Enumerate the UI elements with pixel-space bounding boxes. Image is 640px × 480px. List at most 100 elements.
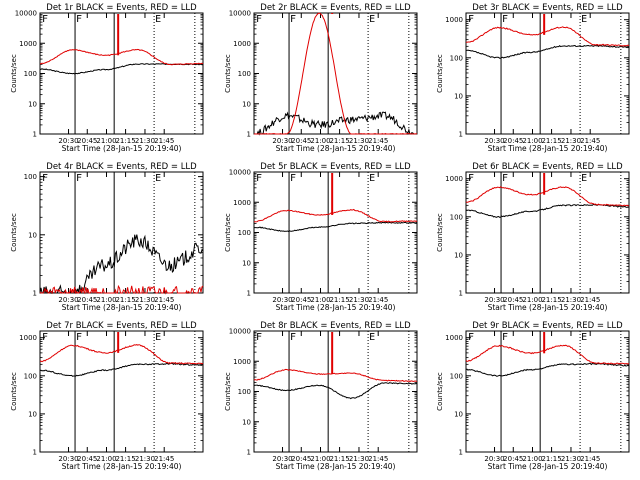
marker-label-F: F [502,173,508,184]
y-tick-label: 1000 [233,199,251,207]
x-tick-label: 21:30 [561,137,581,145]
y-tick-label: 1000 [19,40,37,48]
x-tick-label: 21:15 [329,137,349,145]
chart-title: Det 4r BLACK = Events, RED = LLD [46,162,197,172]
x-tick-label: 21:00 [96,455,116,463]
x-tick-label: 21:15 [541,137,561,145]
y-tick-label: 10 [242,418,251,426]
x-tick-label: 21:15 [541,296,561,304]
y-tick-label: 10 [242,259,251,267]
series-line-events [253,382,418,400]
y-tick-label: 10 [28,410,37,418]
x-tick-label: 20:45 [291,296,311,304]
y-tick-label: 100 [450,372,463,380]
x-tick-label: 21:15 [115,137,135,145]
x-tick-label: 20:30 [272,137,292,145]
x-tick-label: 20:30 [272,296,292,304]
marker-label-F: F [42,173,48,184]
series-line-events [465,44,630,59]
y-tick-label: 10 [454,251,463,259]
y-tick-label: 100 [450,213,463,221]
marker-label-F: F [76,14,82,25]
x-tick-label: 20:45 [291,137,311,145]
chart-title: Det 3r BLACK = Events, RED = LLD [472,3,623,13]
plot-frame [39,330,204,453]
chart-title: Det 9r BLACK = Events, RED = LLD [472,321,623,331]
x-tick-label: 20:30 [272,455,292,463]
x-tick-label: 21:45 [580,296,600,304]
chart-title: Det 7r BLACK = Events, RED = LLD [46,321,197,331]
marker-label-E: E [581,14,587,25]
x-tick-label: 21:15 [329,296,349,304]
y-tick-label: 1 [247,449,251,457]
chart-panel-4: Det 4r BLACK = Events, RED = LLD 1 10 100 20… [10,162,204,312]
x-tick-label: 20:30 [484,455,504,463]
x-tick-label: 20:45 [77,137,97,145]
series-line-lld [465,186,629,207]
y-tick-label: 1000 [233,40,251,48]
x-tick-label: 20:45 [503,296,523,304]
chart-title: Det 8r BLACK = Events, RED = LLD [260,321,411,331]
chart-panel-7: Det 7r BLACK = Events, RED = LLD 1 10 100 10… [10,321,204,471]
marker-label-F: F [502,14,508,25]
chart-panel-6: Det 6r BLACK = Events, RED = LLD 1 10 100 10… [436,162,630,312]
y-axis-label: Counts/sec [10,213,18,252]
x-axis-label: Start Time (28-Jan-15 20:19:40) [62,303,182,312]
series-line-lld [253,368,418,383]
x-tick-label: 21:45 [154,455,174,463]
series-line-events [254,221,418,233]
x-axis-label: Start Time (28-Jan-15 20:19:40) [62,144,182,153]
marker-label-F: F [256,332,262,343]
marker-label-F: F [290,173,296,184]
marker-label-F: F [256,14,262,25]
x-tick-label: 21:30 [561,296,581,304]
marker-label-E: E [369,14,375,25]
x-axis-label: Start Time (28-Jan-15 20:19:40) [488,462,608,471]
x-tick-label: 21:30 [349,137,369,145]
y-axis-label: Counts/sec [436,213,444,252]
plot-frame [465,330,630,453]
chart-panel-5: Det 5r BLACK = Events, RED = LLD 1 10 100 10… [224,162,418,312]
y-axis-label: Counts/sec [436,372,444,411]
x-axis-label: Start Time (28-Jan-15 20:19:40) [488,144,608,153]
marker-label-F: F [76,332,82,343]
marker-label-E: E [155,173,161,184]
marker-label-E: E [581,173,587,184]
x-tick-label: 21:15 [329,455,349,463]
y-tick-label: 100 [238,229,251,237]
x-tick-label: 20:45 [291,455,311,463]
chart-panel-2: Det 2r BLACK = Events, RED = LLD 1 10 100 10… [224,3,418,153]
x-tick-label: 21:45 [368,455,388,463]
y-tick-label: 100 [238,388,251,396]
y-tick-label: 1 [33,449,37,457]
x-tick-label: 21:30 [561,455,581,463]
marker-label-F: F [468,14,474,25]
y-tick-label: 1 [33,290,37,298]
chart-title: Det 6r BLACK = Events, RED = LLD [472,162,623,172]
chart-title: Det 1r BLACK = Events, RED = LLD [46,3,197,13]
series-line-lld [253,12,418,135]
y-tick-label: 1000 [445,334,463,342]
chart-panel-1: Det 1r BLACK = Events, RED = LLD 1 10 100 10… [10,3,204,153]
chart-panel-8: Det 8r BLACK = Events, RED = LLD 1 10 100 10… [224,321,418,471]
x-tick-label: 21:45 [580,455,600,463]
series-line-lld [39,284,204,295]
y-tick-label: 10 [454,410,463,418]
series-line-lld [39,344,204,365]
x-axis-label: Start Time (28-Jan-15 20:19:40) [276,303,396,312]
chart-title: Det 2r BLACK = Events, RED = LLD [260,3,411,13]
x-tick-label: 21:30 [135,296,155,304]
chart-title: Det 5r BLACK = Events, RED = LLD [260,162,411,172]
x-tick-label: 20:30 [58,455,78,463]
marker-label-F: F [76,173,82,184]
x-tick-label: 21:00 [96,137,116,145]
plot-frame [465,12,630,135]
x-tick-label: 21:00 [96,296,116,304]
y-tick-label: 100 [24,70,37,78]
y-tick-label: 10 [28,100,37,108]
y-axis-label: Counts/sec [436,54,444,93]
x-axis-label: Start Time (28-Jan-15 20:19:40) [488,303,608,312]
x-tick-label: 20:30 [484,137,504,145]
marker-label-E: E [581,332,587,343]
